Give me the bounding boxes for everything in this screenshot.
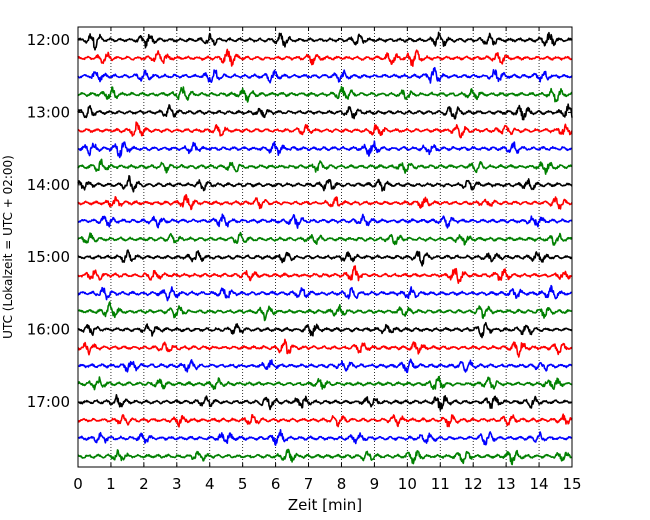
y-tick-label: 12:00 <box>27 31 70 49</box>
x-tick-label: 9 <box>370 475 380 493</box>
trace-line <box>77 103 573 121</box>
trace-line <box>77 413 573 428</box>
x-tick-label: 11 <box>431 475 450 493</box>
x-tick-label: 3 <box>172 475 182 493</box>
x-tick-label: 13 <box>497 475 516 493</box>
x-axis-ticks: 0 1 2 3 4 5 6 7 8 9 10 11 12 13 14 15 <box>73 27 582 493</box>
trace-line <box>77 31 573 51</box>
trace-line <box>77 338 573 358</box>
y-tick-label: 16:00 <box>27 321 70 339</box>
x-tick-label: 10 <box>398 475 417 493</box>
y-axis-ticks: 12:00 13:00 14:00 15:00 16:00 17:00 <box>27 31 572 411</box>
trace-line <box>77 193 573 211</box>
trace-line <box>77 213 573 229</box>
x-tick-label: 15 <box>562 475 581 493</box>
plot-frame <box>77 26 573 468</box>
trace-line <box>77 358 573 374</box>
trace-line <box>77 231 573 246</box>
vertical-grid <box>110 27 540 467</box>
trace-line <box>77 66 573 84</box>
y-tick-label: 17:00 <box>27 393 70 411</box>
trace-line <box>77 448 573 466</box>
y-tick-label: 15:00 <box>27 248 70 266</box>
seismic-traces <box>77 31 573 466</box>
y-tick-label: 13:00 <box>27 103 70 121</box>
trace-line <box>77 265 573 284</box>
x-tick-label: 14 <box>530 475 549 493</box>
x-tick-label: 7 <box>304 475 314 493</box>
trace-line <box>77 249 573 267</box>
trace-line <box>77 394 573 411</box>
x-axis-label: Zeit [min] <box>288 496 362 514</box>
x-tick-label: 6 <box>271 475 281 493</box>
x-tick-label: 1 <box>106 475 116 493</box>
trace-line <box>77 321 573 339</box>
trace-line <box>77 428 573 446</box>
trace-line <box>77 85 573 103</box>
trace-line <box>77 175 573 193</box>
x-tick-label: 12 <box>464 475 483 493</box>
trace-line <box>77 140 573 159</box>
y-axis-label: UTC (Lokalzeit = UTC + 02:00) <box>1 155 15 339</box>
trace-line <box>77 301 573 322</box>
x-tick-label: 4 <box>205 475 215 493</box>
trace-line <box>77 121 573 139</box>
trace-line <box>77 375 573 391</box>
y-tick-label: 14:00 <box>27 176 70 194</box>
x-tick-label: 0 <box>73 475 83 493</box>
trace-line <box>77 284 573 302</box>
trace-line <box>77 48 573 67</box>
x-tick-label: 2 <box>139 475 149 493</box>
trace-line <box>77 158 573 175</box>
x-tick-label: 8 <box>337 475 347 493</box>
x-tick-label: 5 <box>238 475 248 493</box>
